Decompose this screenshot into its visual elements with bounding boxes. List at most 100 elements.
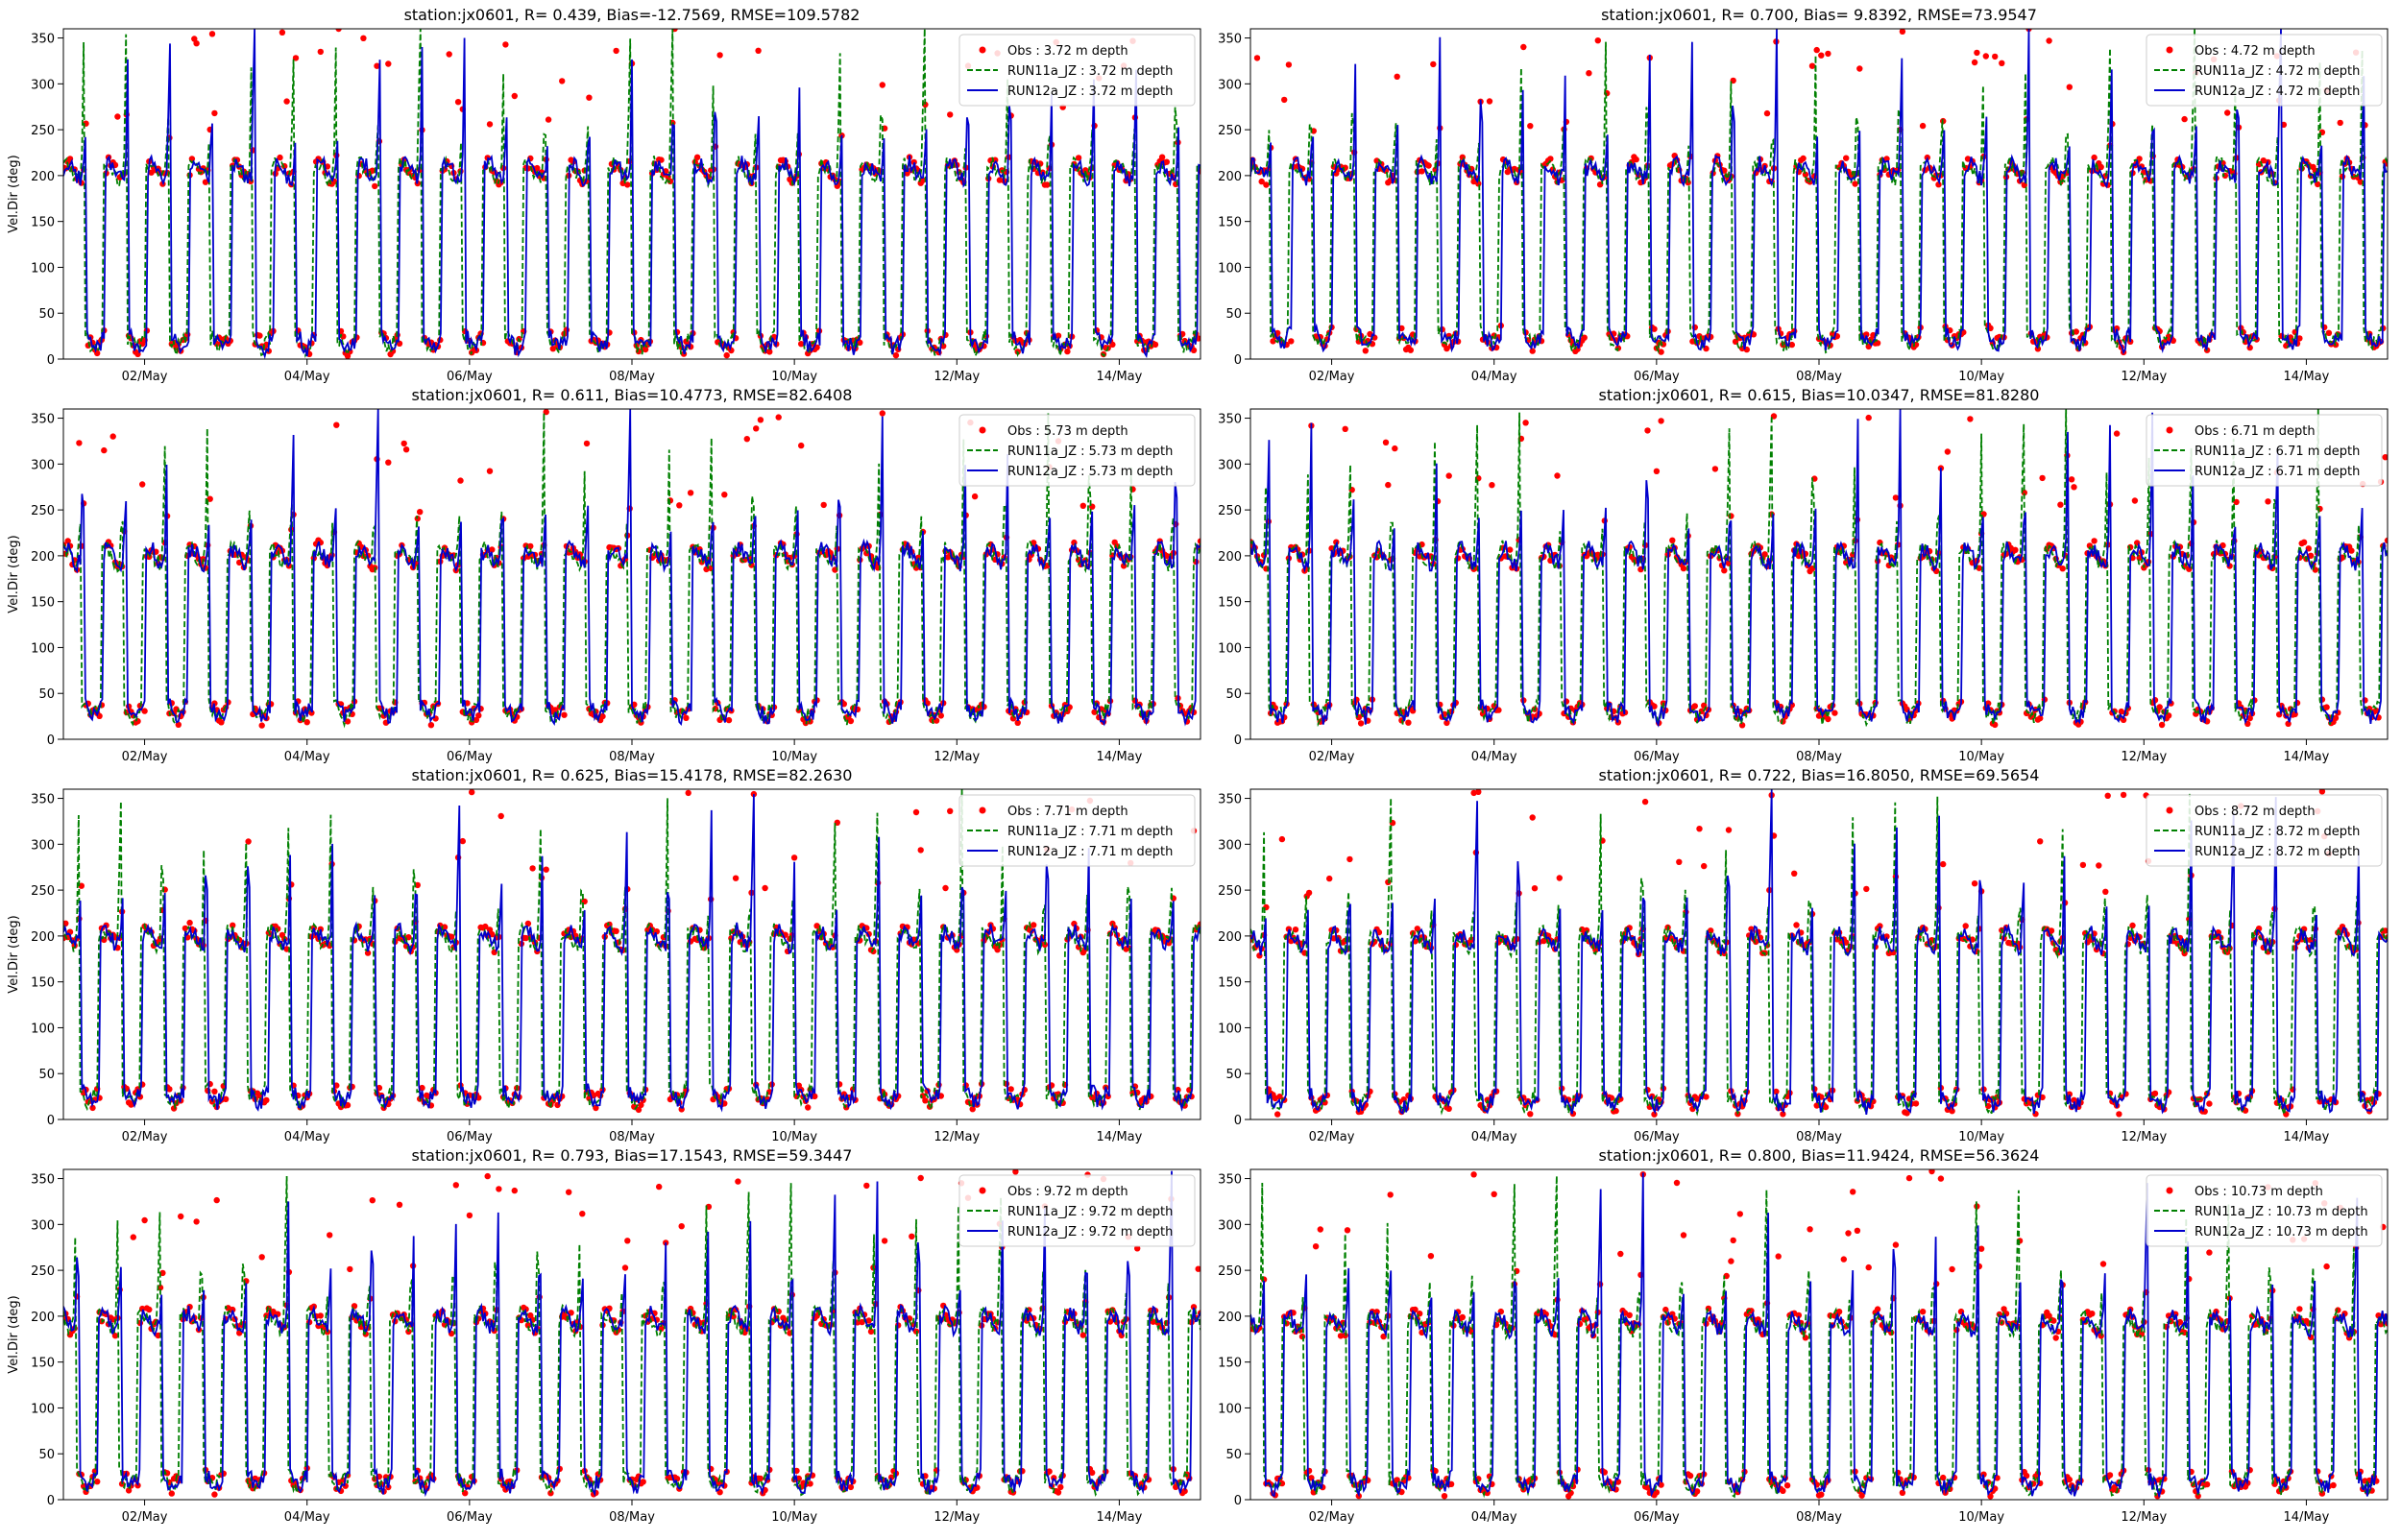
obs-point <box>486 121 494 128</box>
obs-point <box>1554 472 1561 479</box>
obs-point <box>1761 551 1768 558</box>
obs-point <box>1892 494 1900 501</box>
obs-point <box>2091 154 2098 161</box>
obs-point <box>175 721 182 728</box>
obs-point <box>279 29 286 36</box>
obs-point <box>863 1182 870 1190</box>
legend-run11-label: RUN11a_JZ : 9.72 m depth <box>1007 1205 1173 1219</box>
x-tick-label: 02/May <box>1309 1130 1355 1144</box>
obs-point <box>208 31 216 37</box>
obs-point <box>317 48 324 56</box>
obs-point <box>1843 155 1850 161</box>
y-tick-label: 200 <box>31 1311 55 1325</box>
obs-point <box>798 442 805 449</box>
obs-point <box>1392 445 1398 452</box>
obs-point <box>1808 62 1816 69</box>
obs-point <box>1937 1175 1945 1182</box>
x-tick-label: 06/May <box>447 1510 493 1525</box>
obs-point <box>64 538 71 544</box>
obs-point <box>1658 418 1664 424</box>
y-tick-label: 350 <box>31 793 55 807</box>
obs-point <box>2265 498 2271 505</box>
run11-line <box>1250 29 2388 354</box>
obs-point <box>2012 546 2019 553</box>
obs-point <box>484 1172 491 1180</box>
obs-point <box>1641 798 1649 806</box>
obs-point <box>427 722 435 729</box>
chart-panel: station:jx0601, R= 0.800, Bias=11.9424, … <box>1218 1146 2389 1525</box>
y-tick-label: 250 <box>1218 504 1242 518</box>
y-tick-label: 150 <box>1218 1357 1242 1371</box>
y-tick-label: 200 <box>1218 930 1242 945</box>
obs-point <box>775 414 782 421</box>
legend-obs-label: Obs : 9.72 m depth <box>1007 1185 1128 1199</box>
legend-obs-marker <box>979 1187 986 1194</box>
obs-point <box>728 347 735 354</box>
y-tick-label: 200 <box>31 550 55 565</box>
obs-point <box>2068 476 2075 483</box>
obs-point <box>369 1197 376 1204</box>
y-axis-label: Vel.Dir (deg) <box>7 1295 21 1373</box>
obs-point <box>1626 1311 1633 1319</box>
obs-point <box>1845 1230 1852 1237</box>
plot-area <box>63 409 1200 729</box>
obs-point <box>996 177 1004 183</box>
x-tick-label: 14/May <box>2284 1130 2330 1144</box>
obs-point <box>1835 1309 1843 1315</box>
obs-point <box>909 1233 915 1240</box>
y-tick-label: 250 <box>31 504 55 518</box>
x-tick-label: 12/May <box>934 750 980 764</box>
axes-frame <box>62 28 1201 360</box>
x-tick-label: 06/May <box>1634 1130 1680 1144</box>
obs-point <box>2246 344 2253 351</box>
obs-point <box>910 158 917 166</box>
obs-point <box>2102 888 2109 895</box>
legend-obs-marker <box>979 426 986 434</box>
x-tick-label: 12/May <box>934 370 980 384</box>
obs-point <box>1529 814 1536 821</box>
x-tick-label: 14/May <box>1097 1130 1143 1144</box>
y-tick-label: 350 <box>31 33 55 47</box>
y-tick-label: 0 <box>47 1114 55 1128</box>
obs-point <box>1344 1227 1351 1234</box>
obs-point <box>1658 349 1664 355</box>
x-tick-label: 06/May <box>1634 750 1680 764</box>
obs-point <box>1807 1226 1813 1233</box>
chart-panel: station:jx0601, R= 0.793, Bias=17.1543, … <box>7 1146 1201 1525</box>
obs-point <box>881 1238 888 1244</box>
legend-run12-label: RUN12a_JZ : 9.72 m depth <box>1007 1225 1173 1239</box>
x-tick-label: 08/May <box>609 370 655 384</box>
obs-point <box>178 1213 184 1220</box>
obs-point <box>529 865 536 872</box>
obs-point <box>211 1491 218 1498</box>
obs-point <box>1158 154 1166 160</box>
obs-point <box>1007 1086 1014 1093</box>
y-tick-label: 250 <box>31 1264 55 1279</box>
obs-point <box>1491 1191 1497 1198</box>
obs-point <box>2362 697 2368 704</box>
x-tick-label: 10/May <box>771 1510 817 1525</box>
obs-point <box>1680 1232 1687 1239</box>
obs-point <box>753 425 760 432</box>
obs-point <box>820 501 827 509</box>
obs-point <box>2113 430 2121 437</box>
chart-title: station:jx0601, R= 0.615, Bias=10.0347, … <box>1599 386 2040 404</box>
obs-point <box>2096 862 2102 869</box>
y-tick-label: 350 <box>31 1173 55 1188</box>
obs-point <box>446 51 452 58</box>
x-tick-label: 10/May <box>1958 750 2004 764</box>
x-tick-label: 08/May <box>1796 1130 1842 1144</box>
y-tick-label: 300 <box>31 78 55 92</box>
y-tick-label: 150 <box>31 976 55 991</box>
obs-point <box>583 440 591 447</box>
obs-point <box>1470 1171 1477 1178</box>
x-tick-label: 08/May <box>1796 370 1842 384</box>
obs-point <box>466 1212 473 1219</box>
obs-point <box>2206 1100 2213 1107</box>
obs-point <box>1342 425 1348 432</box>
obs-point <box>2285 720 2292 727</box>
legend-run11-label: RUN11a_JZ : 7.71 m depth <box>1007 825 1173 839</box>
obs-point <box>917 1174 924 1182</box>
legend-run12-label: RUN12a_JZ : 10.73 m depth <box>2195 1225 2368 1239</box>
obs-point <box>1531 885 1539 892</box>
